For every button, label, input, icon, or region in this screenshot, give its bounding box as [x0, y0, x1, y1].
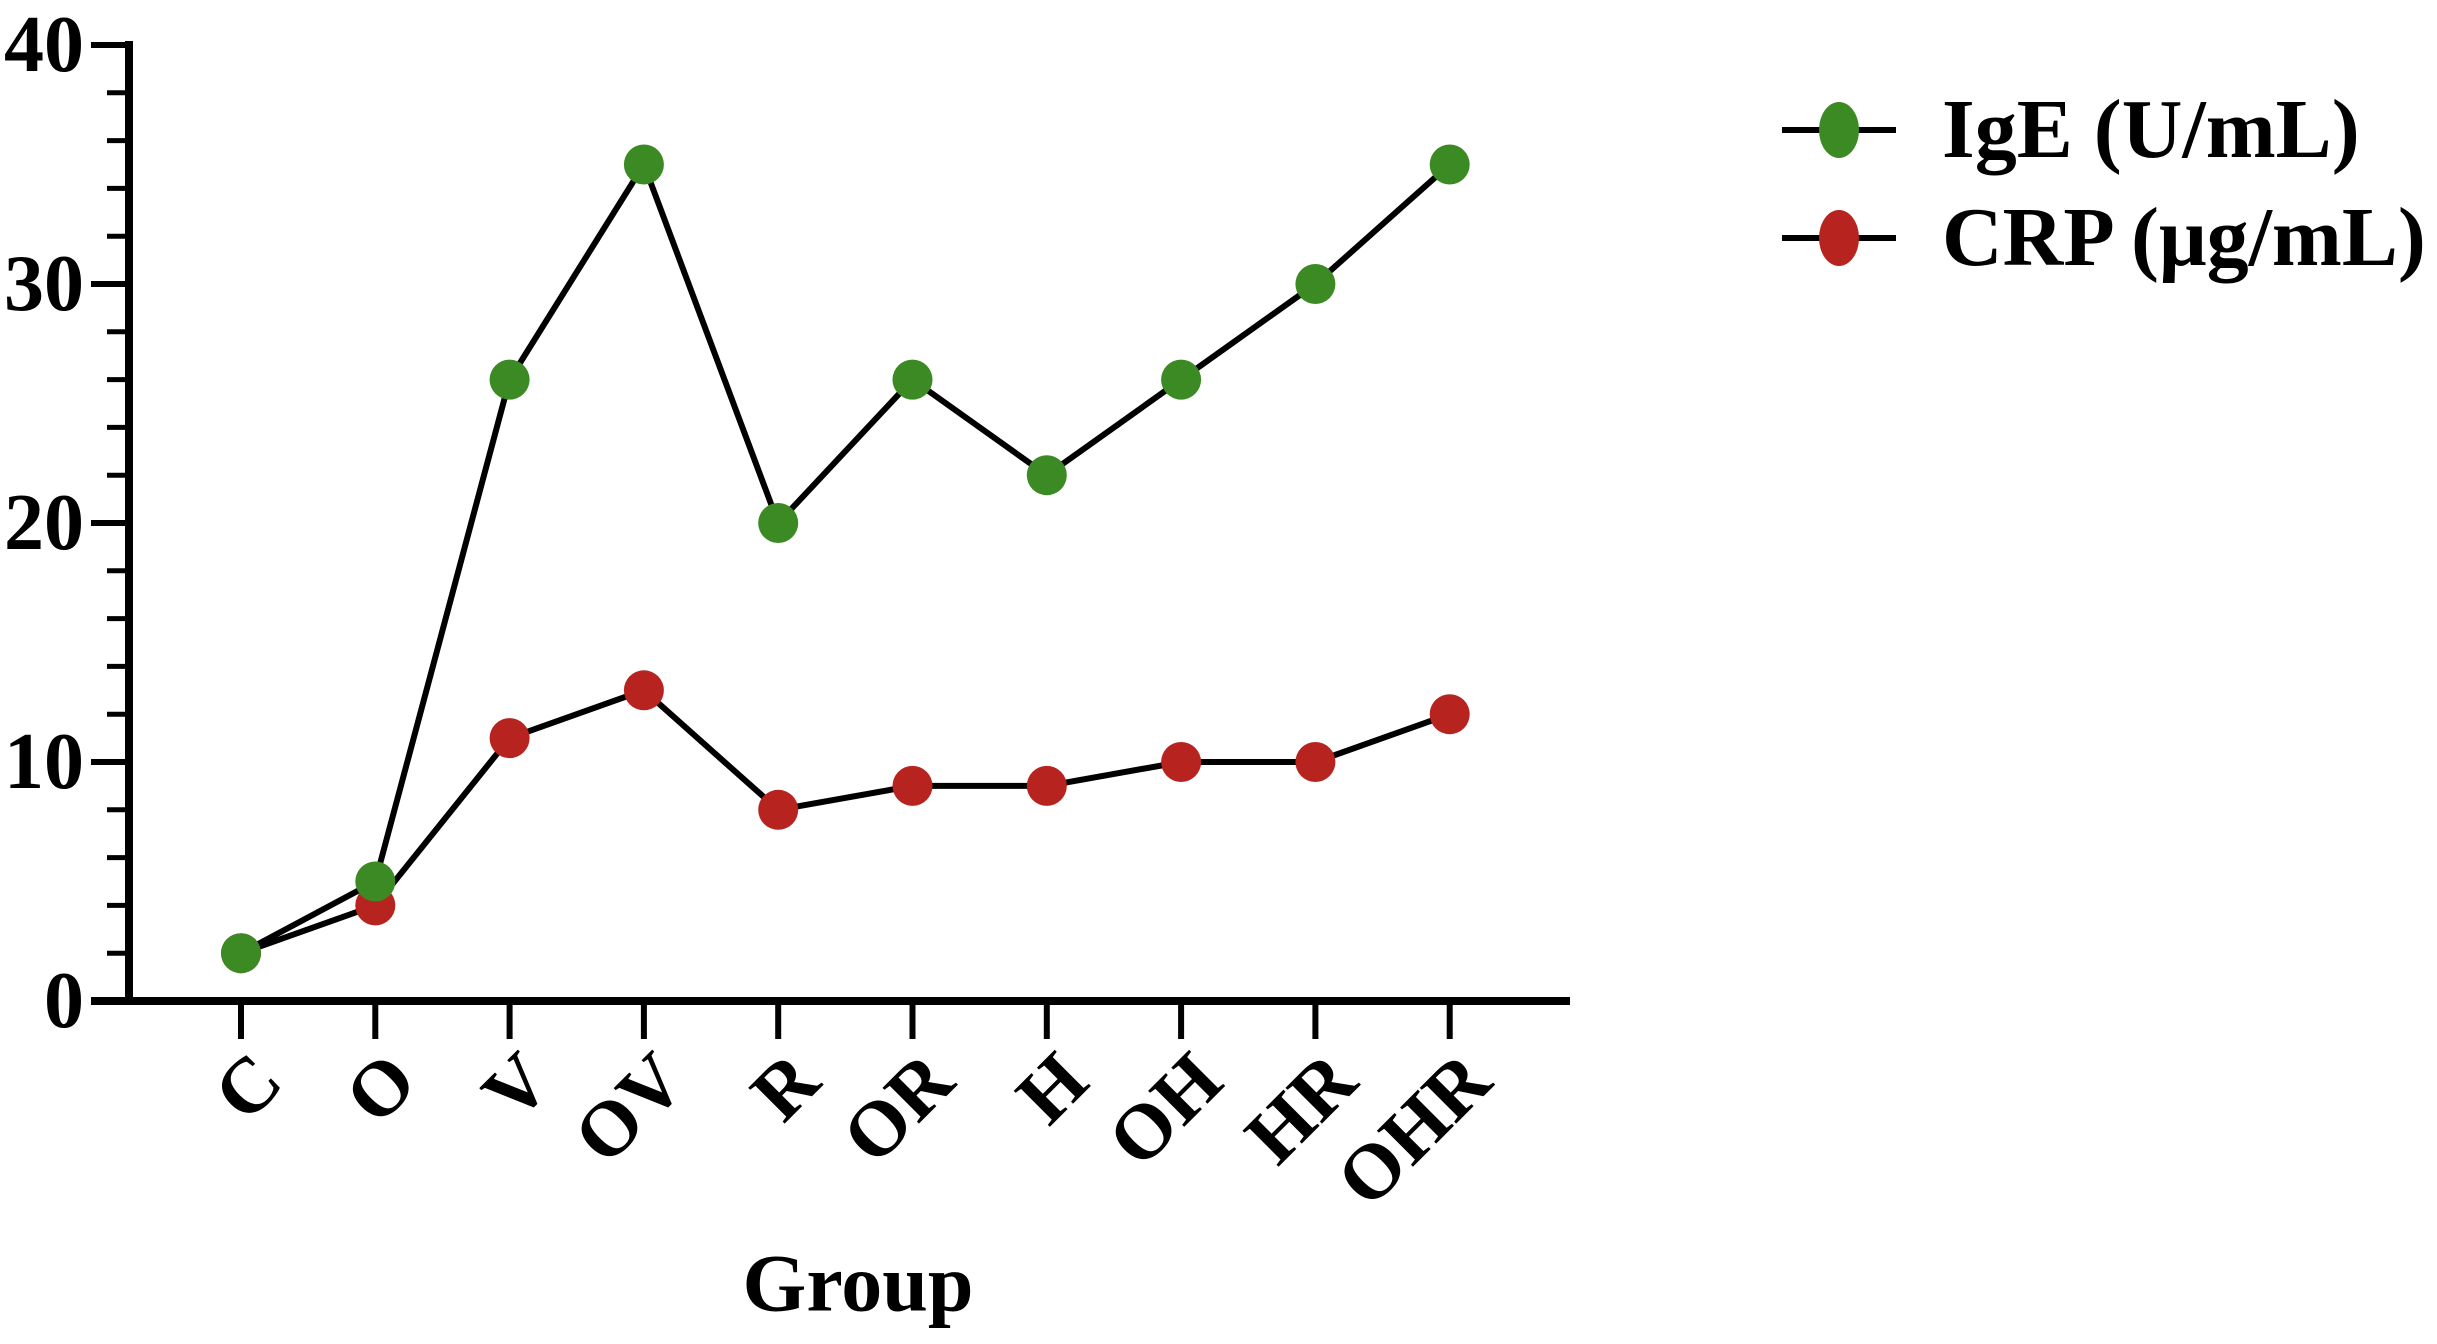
crp-data-point — [623, 670, 664, 711]
x-category-label: R — [734, 1034, 837, 1137]
crp-data-point — [758, 789, 799, 830]
x-category-label: OH — [1091, 1036, 1238, 1183]
crp-series-marker-icon — [1782, 210, 1896, 266]
ige-series-line — [239, 161, 1452, 956]
ige-data-point — [221, 933, 261, 974]
ige-data-point — [623, 144, 664, 185]
x-category-label: O — [328, 1036, 432, 1140]
ige-data-point — [1295, 264, 1336, 304]
legend-label-crp: CRP (μg/mL) — [1942, 191, 2426, 284]
y-tick-label: 30 — [4, 240, 84, 328]
x-category-label: OR — [825, 1034, 970, 1179]
x-category-label: OV — [557, 1036, 701, 1180]
crp-data-point — [1295, 742, 1336, 782]
ige-data-point — [892, 359, 933, 400]
legend: IgE (U/mL) CRP (μg/mL) — [1782, 78, 2426, 290]
y-tick-label: 10 — [4, 718, 84, 806]
crp-series-line — [239, 687, 1451, 957]
x-category-label: H — [999, 1036, 1103, 1140]
crp-data-point — [1026, 765, 1067, 806]
y-tick-label: 20 — [4, 479, 84, 567]
x-axis-title: Group — [743, 1238, 974, 1329]
ige-data-point — [758, 503, 799, 543]
x-category-label: C — [197, 1036, 298, 1137]
x-category-label: OHR — [1320, 1034, 1508, 1222]
y-tick-label: 0 — [44, 957, 84, 1045]
legend-item-ige: IgE (U/mL) — [1782, 78, 2426, 182]
y-tick-label: 40 — [4, 1, 84, 89]
crp-data-point — [489, 718, 530, 759]
legend-label-ige: IgE (U/mL) — [1942, 83, 2360, 176]
x-category-label: V — [465, 1036, 566, 1137]
ige-series-marker-icon — [1782, 102, 1896, 158]
ige-data-point — [1026, 455, 1067, 496]
crp-data-point — [1161, 742, 1202, 782]
legend-item-crp: CRP (μg/mL) — [1782, 186, 2426, 290]
crp-data-point — [1429, 694, 1470, 735]
ige-data-point — [1429, 144, 1470, 185]
ige-data-point — [489, 359, 530, 400]
ige-data-point — [355, 861, 396, 902]
crp-data-point — [892, 765, 933, 806]
ige-data-point — [1161, 359, 1202, 400]
